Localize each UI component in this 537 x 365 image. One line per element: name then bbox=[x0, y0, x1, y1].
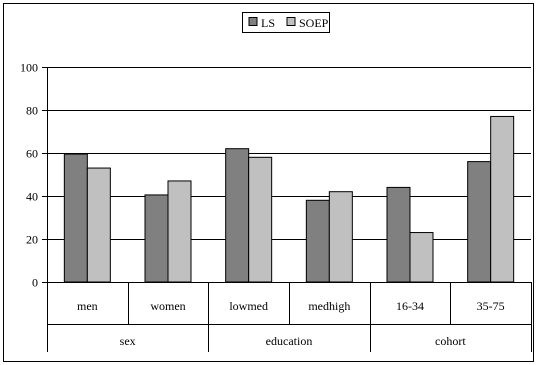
legend-label-soep: SOEP bbox=[299, 16, 329, 30]
chart-border bbox=[3, 3, 534, 362]
bar-ls-women bbox=[144, 194, 169, 283]
x-category-label: medhigh bbox=[308, 299, 350, 313]
bar-soep-16-34 bbox=[409, 232, 434, 283]
bar-soep-lowmed bbox=[248, 156, 273, 283]
bar-soep-medhigh bbox=[328, 191, 353, 283]
x-group-label: sex bbox=[120, 334, 136, 348]
bar-ls-medhigh bbox=[305, 199, 330, 283]
y-tick-label: 100 bbox=[20, 61, 38, 75]
x-category-label: lowmed bbox=[229, 299, 268, 313]
bar-ls-lowmed bbox=[225, 148, 250, 283]
x-category-label: 16-34 bbox=[396, 299, 424, 313]
bar-ls-35-75 bbox=[467, 161, 492, 283]
x-group-label: cohort bbox=[435, 334, 466, 348]
y-tick-label: 80 bbox=[26, 104, 38, 118]
bar-soep-35-75 bbox=[490, 115, 515, 283]
bar-soep-men bbox=[86, 167, 111, 283]
y-tick-label: 40 bbox=[26, 190, 38, 204]
y-tick-label: 60 bbox=[26, 147, 38, 161]
legend-box bbox=[242, 12, 330, 33]
bar-ls-16-34 bbox=[386, 186, 411, 283]
x-group-label: education bbox=[266, 334, 313, 348]
x-category-label: women bbox=[150, 299, 185, 313]
legend: LS SOEP bbox=[242, 12, 330, 33]
x-category-label: 35-75 bbox=[477, 299, 505, 313]
y-tick-label: 0 bbox=[32, 276, 38, 290]
legend-swatch-soep bbox=[286, 17, 296, 26]
y-tick-label: 20 bbox=[26, 233, 38, 247]
bar-soep-women bbox=[167, 180, 192, 283]
x-category-label: men bbox=[77, 299, 98, 313]
legend-swatch-ls bbox=[248, 17, 258, 26]
legend-label-ls: LS bbox=[261, 16, 275, 30]
bar-ls-men bbox=[63, 153, 88, 283]
